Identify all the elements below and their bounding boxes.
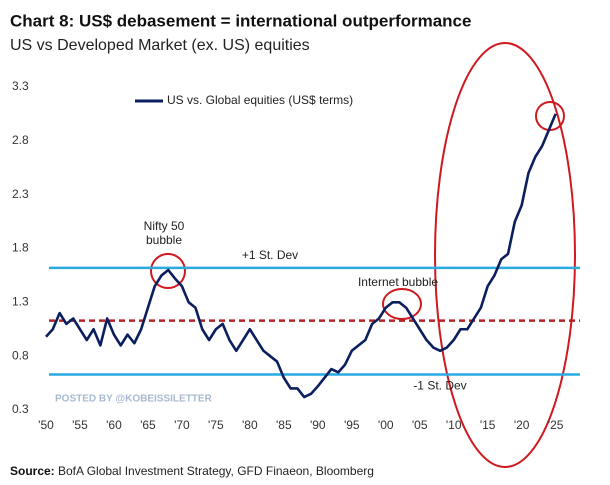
- y-tick-label: 3.3: [12, 79, 29, 93]
- x-tick-label: '80: [242, 418, 258, 432]
- y-tick-label: 0.8: [12, 348, 29, 362]
- source-label: Source:: [10, 464, 55, 478]
- legend-label: US vs. Global equities (US$ terms): [167, 93, 353, 107]
- x-tick-label: '65: [140, 418, 156, 432]
- reference-label: +1 St. Dev: [242, 248, 298, 262]
- x-tick-label: '10: [446, 418, 462, 432]
- y-tick-label: 2.3: [12, 187, 29, 201]
- x-tick-label: '55: [72, 418, 88, 432]
- x-tick-label: '60: [106, 418, 122, 432]
- x-tick-label: '00: [378, 418, 394, 432]
- chart-subtitle: US vs Developed Market (ex. US) equities: [10, 37, 310, 54]
- x-tick-label: '75: [208, 418, 224, 432]
- y-tick-label: 2.8: [12, 133, 29, 147]
- annotation: Internet bubble: [357, 275, 439, 289]
- x-tick-label: '05: [412, 418, 428, 432]
- x-tick-label: '85: [276, 418, 292, 432]
- y-tick-label: 1.8: [12, 241, 29, 255]
- annotation: Nifty 50 bubble: [143, 219, 185, 247]
- watermark: POSTED BY @KOBEISSILETTER: [55, 394, 213, 405]
- chart-title: Chart 8: US$ debasement = international …: [10, 11, 471, 30]
- highlight-circle: [382, 288, 422, 320]
- x-tick-label: '50: [38, 418, 54, 432]
- highlight-circle: [150, 253, 186, 289]
- x-tick-label: '90: [310, 418, 326, 432]
- x-tick-label: '25: [548, 418, 564, 432]
- y-tick-label: 0.3: [12, 402, 29, 416]
- reference-label: -1 St. Dev: [413, 379, 466, 393]
- data-line: [45, 113, 557, 399]
- source: BofA Global Investment Strategy, GFD Fin…: [58, 464, 374, 478]
- x-tick-label: '95: [344, 418, 360, 432]
- x-tick-label: '70: [174, 418, 190, 432]
- y-tick-label: 1.3: [12, 295, 29, 309]
- x-tick-label: '20: [514, 418, 530, 432]
- x-tick-label: '15: [480, 418, 496, 432]
- highlight-circle: [434, 42, 576, 468]
